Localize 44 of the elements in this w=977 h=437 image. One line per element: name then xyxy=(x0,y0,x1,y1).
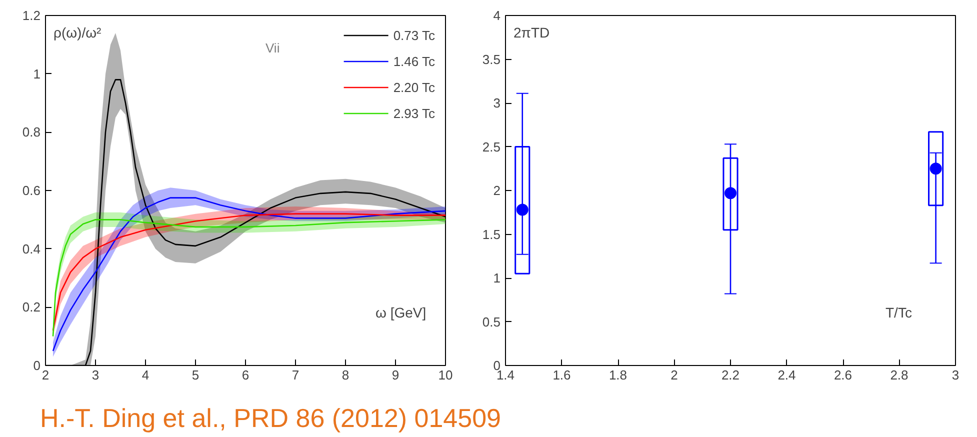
y-tick-label: 3.5 xyxy=(482,52,501,67)
x-tick-label: 4 xyxy=(142,368,150,382)
x-tick-label: 2.6 xyxy=(834,368,852,382)
annotation: Vii xyxy=(266,40,280,56)
x-tick-label: 6 xyxy=(242,368,250,382)
point xyxy=(516,204,528,216)
x-tick-label: 3 xyxy=(92,368,100,382)
y-tick-label: 0.5 xyxy=(482,314,501,330)
x-tick-label: 2.2 xyxy=(721,368,740,382)
legend-label: 0.73 Tc xyxy=(393,28,435,42)
legend-label: 1.46 Tc xyxy=(393,54,435,68)
x-tick-label: 1.8 xyxy=(608,368,628,382)
y-tick-label: 3 xyxy=(493,96,501,110)
y-tick-label: 2 xyxy=(493,183,501,198)
y-tick-label: 1.2 xyxy=(22,8,41,23)
x-tick-label: 5 xyxy=(192,368,200,382)
x-tick-label: 2.8 xyxy=(890,368,908,382)
y-tick-label: 4 xyxy=(493,8,501,23)
y-tick-label: 0.6 xyxy=(22,183,41,198)
y-axis-title: 2πTD xyxy=(514,24,550,40)
x-tick-label: 9 xyxy=(392,368,400,382)
y-axis-title: ρ(ω)/ω² xyxy=(54,24,102,40)
x-tick-label: 1.6 xyxy=(552,368,571,382)
y-tick-label: 1 xyxy=(33,66,41,82)
x-tick-label: 10 xyxy=(438,368,453,382)
y-tick-label: 0.4 xyxy=(22,241,41,256)
x-tick-label: 7 xyxy=(292,368,300,382)
y-tick-label: 2.5 xyxy=(482,139,501,154)
y-tick-label: 0 xyxy=(33,358,41,373)
text: H.-T. Ding et al., PRD 86 (2012) 014509 xyxy=(40,402,502,435)
y-tick-label: 0.2 xyxy=(22,300,41,315)
x-tick-label: 3 xyxy=(952,368,960,382)
legend-label: 2.20 Tc xyxy=(393,80,435,94)
y-tick-label: 1 xyxy=(493,270,501,286)
x-tick-label: 2.4 xyxy=(778,368,796,382)
point xyxy=(724,187,736,200)
x-tick-label: 8 xyxy=(342,368,350,382)
x-axis-title: T/Tc xyxy=(886,304,912,320)
x-axis-title: ω [GeV] xyxy=(376,304,426,320)
y-tick-label: 0.8 xyxy=(22,124,41,140)
legend-label: 2.93 Tc xyxy=(393,106,435,120)
y-tick-label: 1.5 xyxy=(482,226,501,242)
x-tick-label: 2 xyxy=(670,368,678,382)
point xyxy=(930,162,942,175)
